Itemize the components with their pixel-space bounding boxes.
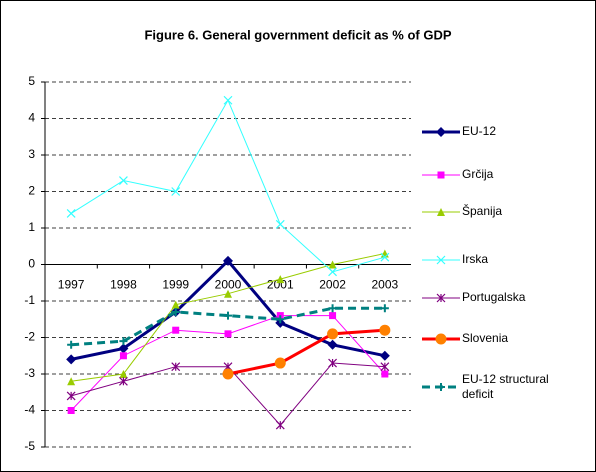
marker — [327, 328, 339, 340]
legend-swatch — [422, 207, 460, 216]
marker — [329, 312, 337, 320]
y-tick-label: 5 — [28, 74, 35, 88]
y-tick-label: -2 — [24, 330, 35, 344]
marker — [223, 95, 233, 105]
marker — [379, 324, 391, 336]
marker — [381, 370, 389, 378]
marker — [119, 352, 127, 360]
marker — [118, 343, 129, 354]
marker — [328, 358, 337, 368]
y-tick-label: -4 — [24, 403, 35, 417]
marker — [224, 311, 232, 320]
marker — [436, 293, 446, 302]
y-tick-label: 2 — [28, 184, 35, 198]
legend-swatch — [422, 126, 460, 137]
marker — [437, 171, 445, 178]
marker — [437, 207, 445, 216]
legend-label: EU-12 structural deficit — [462, 372, 549, 401]
marker — [171, 307, 180, 316]
marker — [66, 391, 76, 401]
legend-item: EU-12 structural deficit — [420, 372, 562, 402]
marker — [274, 357, 286, 369]
legend-label: Irska — [462, 252, 489, 266]
marker — [119, 337, 128, 346]
legend-swatch — [422, 255, 460, 264]
legend-label: EU-12 — [462, 124, 497, 138]
marker — [435, 333, 447, 344]
series-line — [227, 328, 385, 376]
legend-item: Portugalska — [420, 290, 562, 305]
y-tick-label: -5 — [24, 439, 35, 453]
y-tick-label: -3 — [24, 366, 35, 380]
marker — [119, 376, 128, 386]
marker — [67, 407, 75, 414]
y-tick-label: 4 — [28, 111, 35, 125]
marker — [379, 350, 390, 361]
legend-swatch — [422, 293, 460, 302]
marker — [223, 255, 233, 266]
marker — [436, 126, 446, 137]
legend-label: Portugalska — [462, 290, 526, 304]
x-tick-label: 1999 — [162, 278, 189, 292]
x-tick-label: 1997 — [58, 278, 85, 292]
legend-swatch — [422, 383, 460, 391]
marker — [328, 304, 337, 313]
legend-item: Slovenia — [420, 331, 562, 346]
marker — [171, 300, 180, 309]
marker — [172, 326, 180, 334]
marker — [380, 252, 390, 262]
marker — [224, 289, 232, 298]
marker — [222, 368, 234, 380]
marker — [380, 362, 390, 372]
marker — [67, 377, 76, 386]
marker — [380, 304, 389, 313]
marker — [67, 340, 76, 349]
marker — [224, 330, 232, 338]
legend-swatch — [422, 171, 460, 178]
marker — [276, 275, 285, 284]
x-tick-label: 2000 — [215, 278, 242, 292]
marker — [275, 420, 285, 430]
marker — [119, 176, 128, 185]
marker — [66, 354, 77, 365]
y-tick-label: 3 — [28, 147, 35, 161]
legend-item: Irska — [420, 252, 562, 267]
marker — [437, 383, 445, 391]
legend-swatch — [422, 333, 460, 344]
y-tick-label: -1 — [24, 293, 35, 307]
marker — [171, 187, 181, 196]
marker — [66, 208, 76, 218]
y-tick-label: 0 — [28, 257, 35, 271]
marker — [327, 339, 338, 350]
legend-label: Španija — [462, 204, 503, 218]
legend-item: Grčija — [420, 167, 562, 182]
legend-label: Grčija — [462, 167, 494, 181]
marker — [328, 267, 337, 277]
marker — [436, 255, 446, 264]
marker — [119, 370, 128, 378]
marker — [275, 219, 285, 229]
marker — [328, 260, 337, 269]
x-tick-label: 2003 — [372, 278, 399, 292]
x-tick-label: 2002 — [319, 278, 346, 292]
chart-title: Figure 6. General government deficit as … — [144, 27, 451, 42]
marker — [276, 315, 285, 324]
legend-item: Španija — [420, 204, 562, 219]
legend-label: Slovenia — [462, 331, 509, 345]
y-tick-label: 1 — [28, 220, 35, 234]
x-tick-label: 1998 — [110, 278, 137, 292]
legend-item: EU-12 — [420, 124, 562, 139]
marker — [171, 362, 181, 372]
